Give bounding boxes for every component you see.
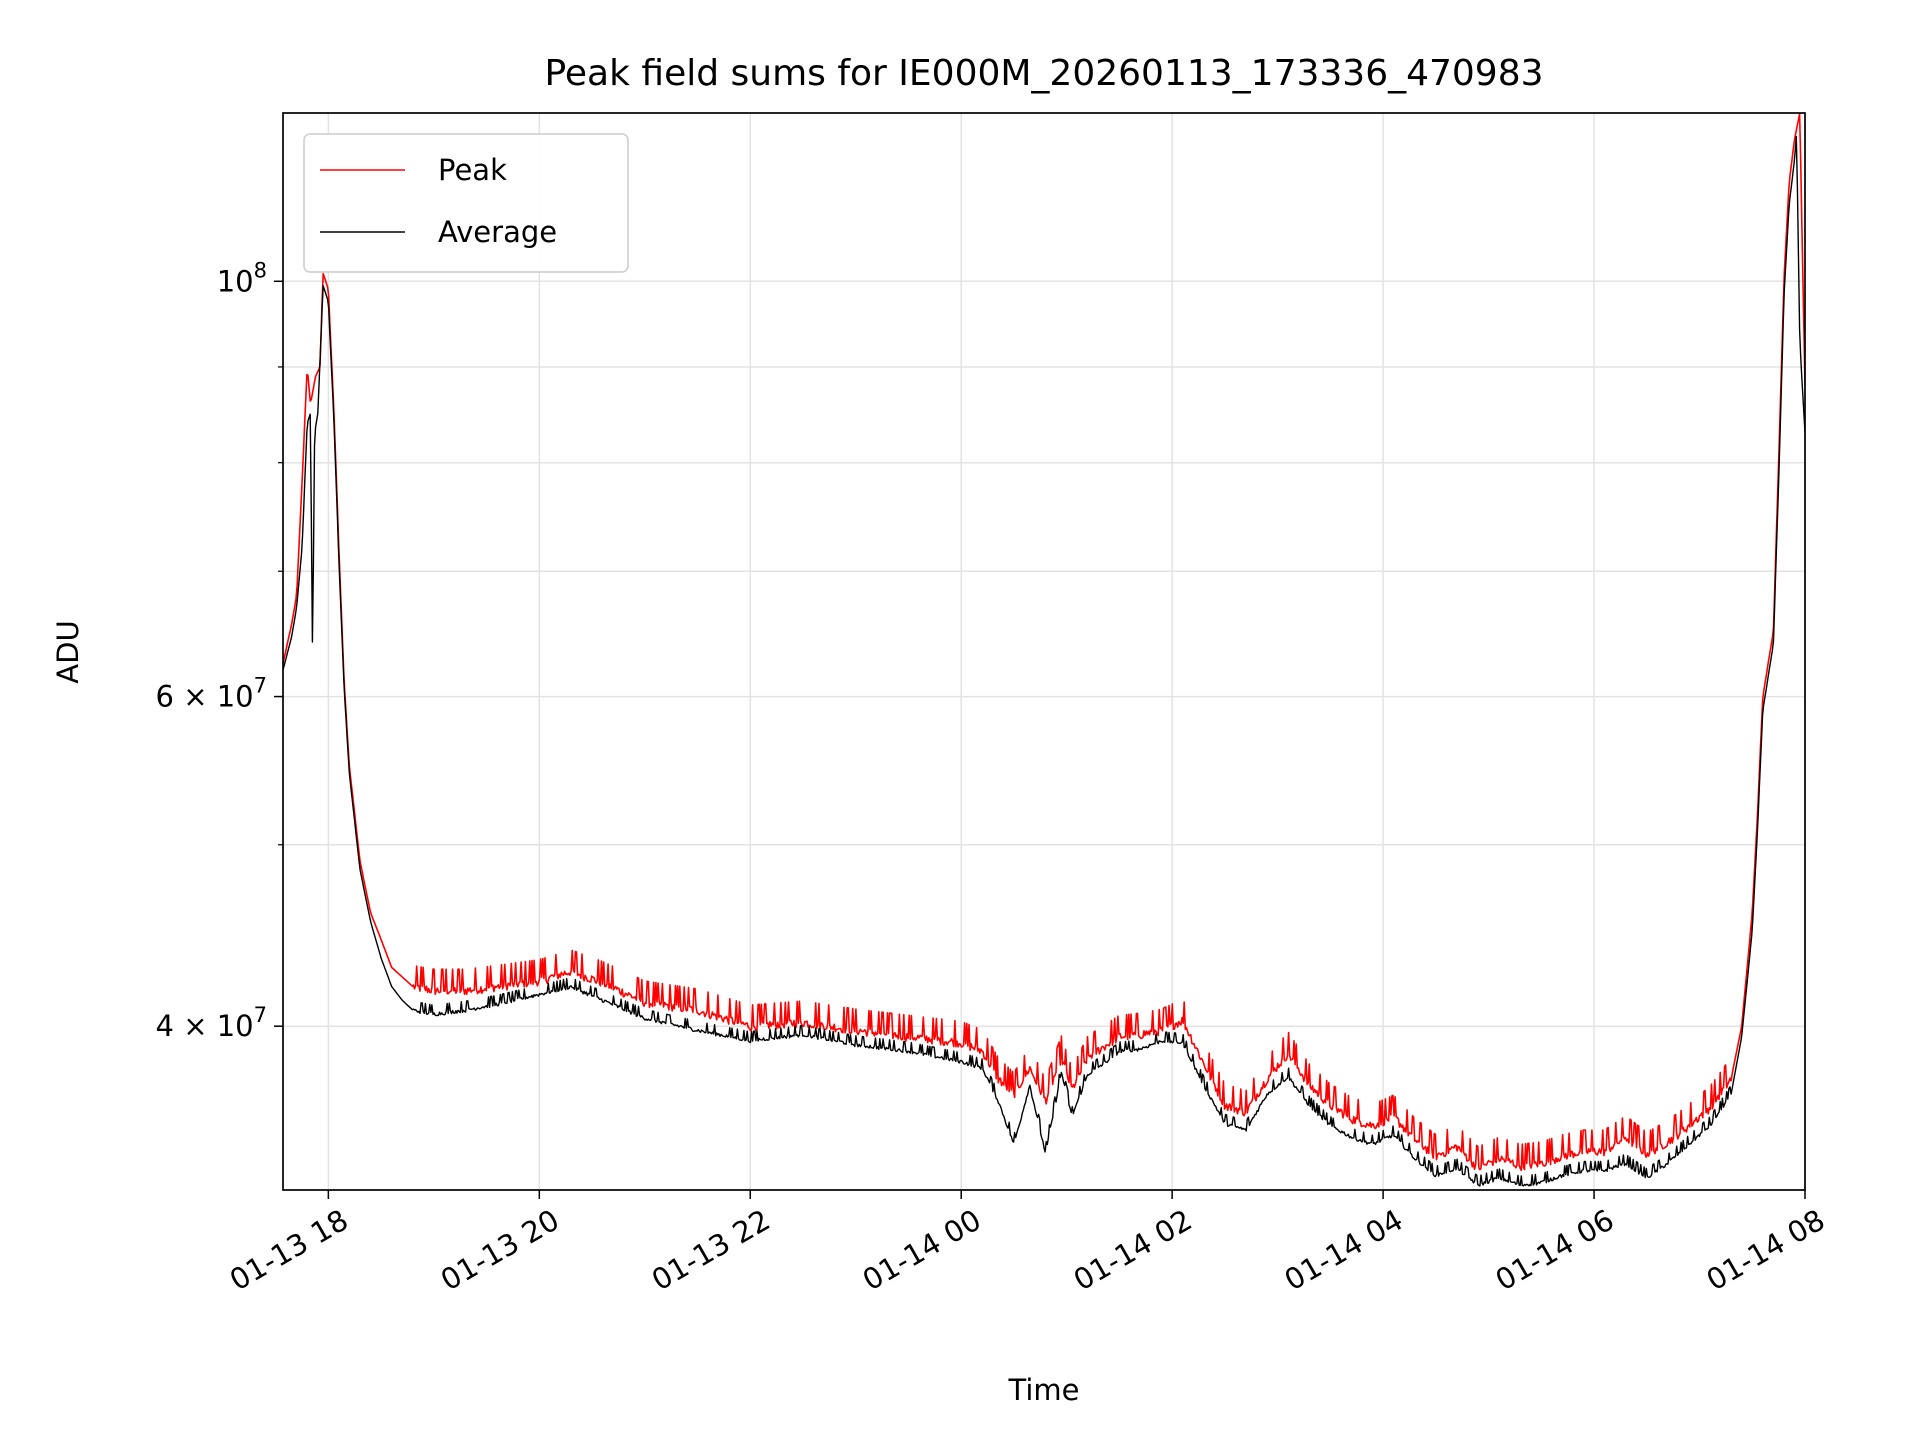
legend: Peak Average	[303, 133, 629, 273]
series-lines	[283, 113, 1805, 1187]
y-axis-label: ADU	[51, 620, 85, 683]
series-line-average	[283, 135, 1805, 1187]
y-tick-label: 6 × 107	[156, 674, 267, 714]
x-axis-label: Time	[1008, 1373, 1080, 1407]
plot-frame	[282, 112, 1806, 1191]
legend-label-average: Average	[438, 215, 557, 249]
chart-title: Peak field sums for IE000M_20260113_1733…	[544, 53, 1543, 94]
series-line-peak	[283, 113, 1805, 1172]
legend-box	[303, 133, 629, 273]
y-tick-label: 4 × 107	[156, 1003, 267, 1043]
y-tick-label: 108	[217, 258, 267, 298]
legend-label-peak: Peak	[438, 153, 507, 187]
